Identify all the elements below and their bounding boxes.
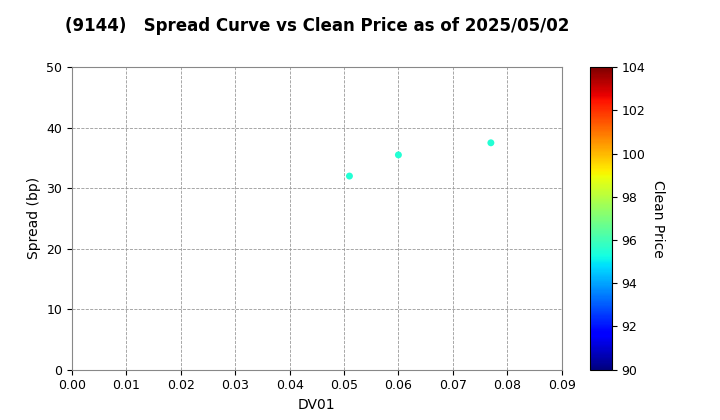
Y-axis label: Clean Price: Clean Price bbox=[651, 179, 665, 257]
Y-axis label: Spread (bp): Spread (bp) bbox=[27, 177, 41, 260]
Text: (9144)   Spread Curve vs Clean Price as of 2025/05/02: (9144) Spread Curve vs Clean Price as of… bbox=[65, 17, 569, 35]
Point bbox=[343, 173, 355, 179]
X-axis label: DV01: DV01 bbox=[298, 398, 336, 412]
Point bbox=[485, 139, 497, 146]
Point bbox=[392, 152, 404, 158]
